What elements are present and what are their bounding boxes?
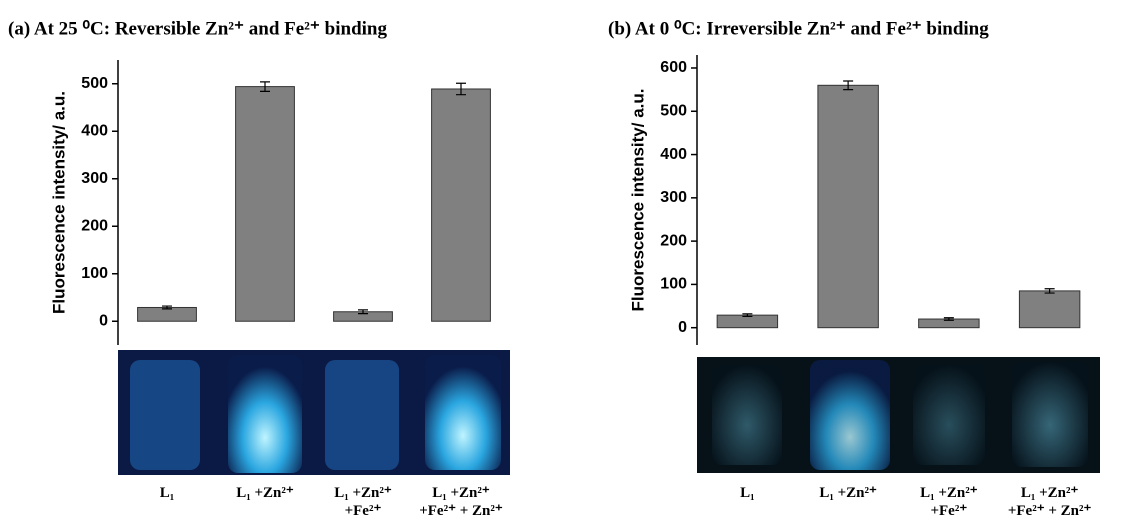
error-bar bbox=[162, 305, 172, 310]
vial bbox=[228, 355, 302, 473]
x-tick-label: L₁ +Zn²⁺ +Fe²⁺ bbox=[334, 485, 392, 519]
y-tick-label: 500 bbox=[81, 75, 108, 92]
y-tick-label: 300 bbox=[81, 170, 108, 187]
error-bar bbox=[358, 309, 368, 315]
y-tick-label: 400 bbox=[660, 146, 687, 163]
x-tick-label: L₁ +Zn²⁺ bbox=[819, 485, 877, 501]
bar bbox=[817, 84, 879, 329]
error-bar bbox=[943, 317, 954, 321]
x-tick-label: L₁ bbox=[159, 485, 175, 501]
y-tick-label: 100 bbox=[81, 265, 108, 282]
y-tick-label: 200 bbox=[660, 232, 687, 249]
bar bbox=[1018, 290, 1081, 329]
error-bar bbox=[260, 81, 270, 92]
y-tick-label: 500 bbox=[660, 102, 687, 119]
y-tick-label: 0 bbox=[99, 312, 108, 329]
x-tick-label: L₁ +Zn²⁺ +Fe²⁺ + Zn²⁺ bbox=[1007, 485, 1092, 519]
vial bbox=[712, 365, 782, 465]
chart-title: (b) At 0 ⁰C: Irreversible Zn²⁺ and Fe²⁺ … bbox=[608, 18, 989, 39]
y-tick-label: 600 bbox=[660, 59, 687, 76]
vial bbox=[425, 355, 501, 470]
y-tick-label: 200 bbox=[81, 217, 108, 234]
vial bbox=[130, 360, 200, 470]
y-tick-label: 0 bbox=[678, 319, 687, 336]
error-bar bbox=[843, 80, 854, 91]
y-tick-label: 300 bbox=[660, 189, 687, 206]
x-tick-label: L₁ bbox=[740, 485, 755, 501]
error-bar bbox=[1044, 288, 1055, 294]
y-axis-label: Fluorescence intensity/ a.u. bbox=[628, 89, 647, 312]
x-tick-label: L₁ +Zn²⁺ +Fe²⁺ bbox=[920, 485, 978, 519]
vial bbox=[325, 360, 399, 470]
x-tick-label: L₁ +Zn²⁺ bbox=[236, 485, 294, 501]
y-axis-label: Fluorescence intensity/ a.u. bbox=[49, 91, 68, 314]
chart-title: (a) At 25 ⁰C: Reversible Zn²⁺ and Fe²⁺ b… bbox=[8, 18, 387, 39]
x-tick-label: L₁ +Zn²⁺ +Fe²⁺ + Zn²⁺ bbox=[419, 485, 503, 519]
error-bar bbox=[456, 82, 466, 96]
y-tick-label: 400 bbox=[81, 122, 108, 139]
error-bar bbox=[742, 313, 753, 318]
bar bbox=[431, 88, 491, 322]
bar bbox=[137, 306, 197, 322]
vial bbox=[1012, 362, 1088, 467]
vial bbox=[913, 365, 985, 465]
vial bbox=[810, 360, 890, 470]
bar bbox=[235, 86, 295, 322]
y-tick-label: 100 bbox=[660, 276, 687, 293]
